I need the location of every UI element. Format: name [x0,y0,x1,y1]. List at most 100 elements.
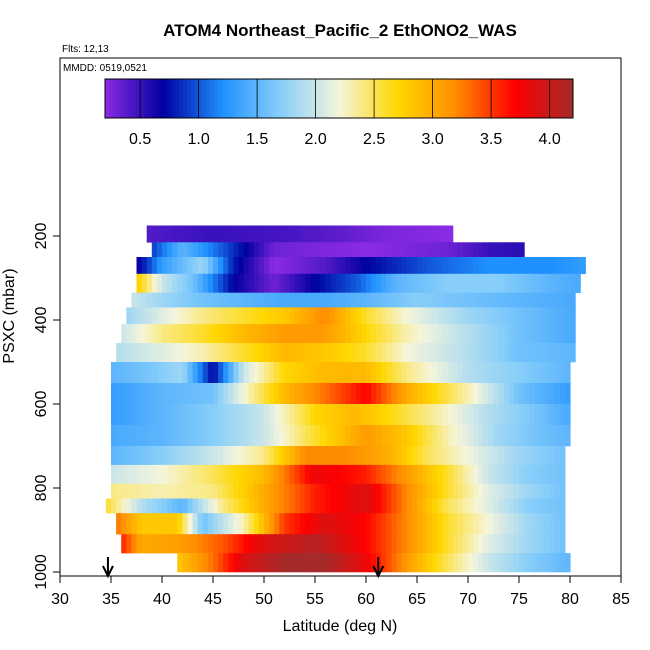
heatmap-cell [447,292,454,308]
heatmap-cell [162,273,168,293]
heatmap-cell [401,324,408,344]
heatmap-cell [269,425,275,447]
heatmap-cell [146,483,153,499]
heatmap-cell [177,307,183,325]
heatmap-cell [131,513,138,535]
heatmap-cell [376,242,382,258]
heatmap-cell [289,343,296,363]
heatmap-cell [483,446,489,466]
heatmap-cell [381,534,387,554]
heatmap-cell [258,534,265,554]
heatmap-cell [289,553,296,573]
heatmap-cell [483,292,489,308]
heatmap-cell [524,534,530,554]
heatmap-cell [192,324,199,344]
heatmap-cell [218,498,224,514]
heatmap-cell [529,307,535,325]
heatmap-cell [437,483,444,499]
colorbar-segment [300,79,305,118]
heatmap-cell [534,513,540,535]
heatmap-cell [269,513,275,535]
heatmap-cell [258,404,265,426]
heatmap-cell [202,307,209,325]
x-axis: 30 35 40 45 50 55 60 65 70 75 80 85 [51,575,630,608]
heatmap-cell [422,292,428,308]
heatmap-cell [498,464,505,485]
heatmap-cell [376,513,382,535]
heatmap-cell [442,292,449,308]
heatmap-cell [126,362,132,384]
heatmap-cell [335,483,342,499]
heatmap-cell [141,343,148,363]
colorbar-segment [190,79,196,118]
heatmap-cell [422,513,428,535]
heatmap-cell [223,534,229,554]
heatmap-cell [294,307,301,325]
heatmap-cell [468,425,474,447]
heatmap-cell [355,553,362,573]
heatmap-cell [289,362,296,384]
heatmap-cell [544,553,551,573]
heatmap-cell [529,273,535,293]
heatmap-cell [473,498,479,514]
heatmap-cell [493,425,500,447]
heatmap-cell [151,273,158,293]
heatmap-cell [411,292,418,308]
heatmap-cell [233,273,240,293]
heatmap-cell [304,464,311,485]
heatmap-cell [493,513,500,535]
heatmap-cell [182,513,189,535]
heatmap-cell [570,273,576,293]
heatmap-cell [233,324,240,344]
heatmap-cell [411,383,418,405]
heatmap-cell [549,498,556,514]
heatmap-cell [355,257,362,275]
heatmap-cell [340,404,347,426]
heatmap-cell [218,324,224,344]
colorbar-segment [342,79,348,118]
heatmap-cell [304,362,311,384]
heatmap-cell [478,464,484,485]
heatmap-cell [366,498,372,514]
heatmap-cell [539,464,546,485]
heatmap-cell [253,498,260,514]
heatmap-cell [539,534,546,554]
heatmap-cell [116,425,122,447]
heatmap-cell [264,404,270,426]
heatmap-cell [274,362,280,384]
heatmap-cell [131,324,138,344]
heatmap-cell [417,242,423,258]
heatmap-cell [508,242,515,258]
heatmap-cell [269,273,275,293]
heatmap-cell [406,362,413,384]
heatmap-cell [437,225,444,243]
heatmap-cell [406,292,413,308]
heatmap-cell [335,553,342,573]
heatmap-cell [274,483,280,499]
heatmap-cell [360,307,367,325]
heatmap-cell [264,273,270,293]
heatmap-cell [197,383,204,405]
heatmap-cell [564,273,571,293]
heatmap-cell [299,343,306,363]
heatmap-cell [274,343,280,363]
heatmap-cell [213,273,219,293]
heatmap-cell [575,257,581,275]
heatmap-cell [228,446,234,466]
heatmap-cell [315,425,321,447]
heatmap-cell [457,534,464,554]
heatmap-cell [457,257,464,275]
heatmap-cell [182,446,189,466]
heatmap-cell [289,498,296,514]
heatmap-cell [452,425,459,447]
heatmap-cell [559,257,566,275]
heatmap-cell [422,483,428,499]
heatmap-cell [483,425,489,447]
heatmap-cell [228,425,234,447]
heatmap-cell [529,257,535,275]
heatmap-cell [121,498,127,514]
heatmap-cell [330,273,336,293]
heatmap-cell [371,534,377,554]
heatmap-cell [243,292,250,308]
